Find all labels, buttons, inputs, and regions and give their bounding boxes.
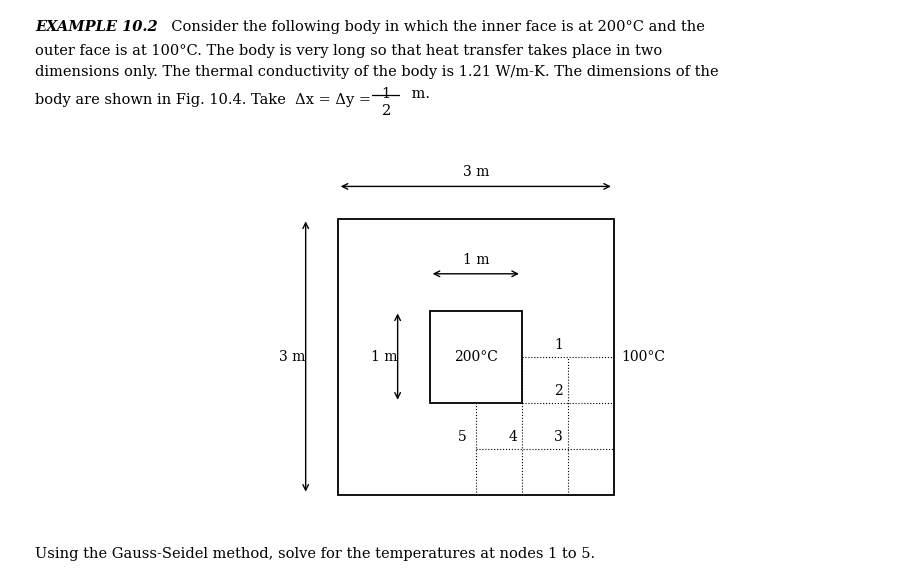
Bar [338,219,614,495]
Text: 1: 1 [382,87,391,101]
Bar [430,311,522,403]
Text: 1 m: 1 m [371,350,397,364]
Text: 4: 4 [508,430,517,444]
Text: 200°C: 200°C [454,350,498,364]
Text: 2: 2 [382,104,391,118]
Text: 3 m: 3 m [463,165,489,179]
Text: 5: 5 [458,430,467,444]
Text: 1 m: 1 m [463,253,489,267]
Text: m.: m. [407,87,430,101]
Text: body are shown in Fig. 10.4. Take  Δx = Δy =: body are shown in Fig. 10.4. Take Δx = Δ… [35,93,376,107]
Text: 1: 1 [554,338,564,352]
Text: 2: 2 [554,384,564,398]
Text: 3 m: 3 m [279,350,305,364]
Text: 100°C: 100°C [621,350,665,364]
Text: Using the Gauss-Seidel method, solve for the temperatures at nodes 1 to 5.: Using the Gauss-Seidel method, solve for… [35,547,595,561]
Text: 3: 3 [554,430,564,444]
Text: outer face is at 100°C. The body is very long so that heat transfer takes place : outer face is at 100°C. The body is very… [35,44,663,58]
Text: EXAMPLE 10.2: EXAMPLE 10.2 [35,20,158,34]
Text: Consider the following body in which the inner face is at 200°C and the: Consider the following body in which the… [162,20,705,34]
Text: dimensions only. The thermal conductivity of the body is 1.21 W/m-K. The dimensi: dimensions only. The thermal conductivit… [35,65,719,79]
